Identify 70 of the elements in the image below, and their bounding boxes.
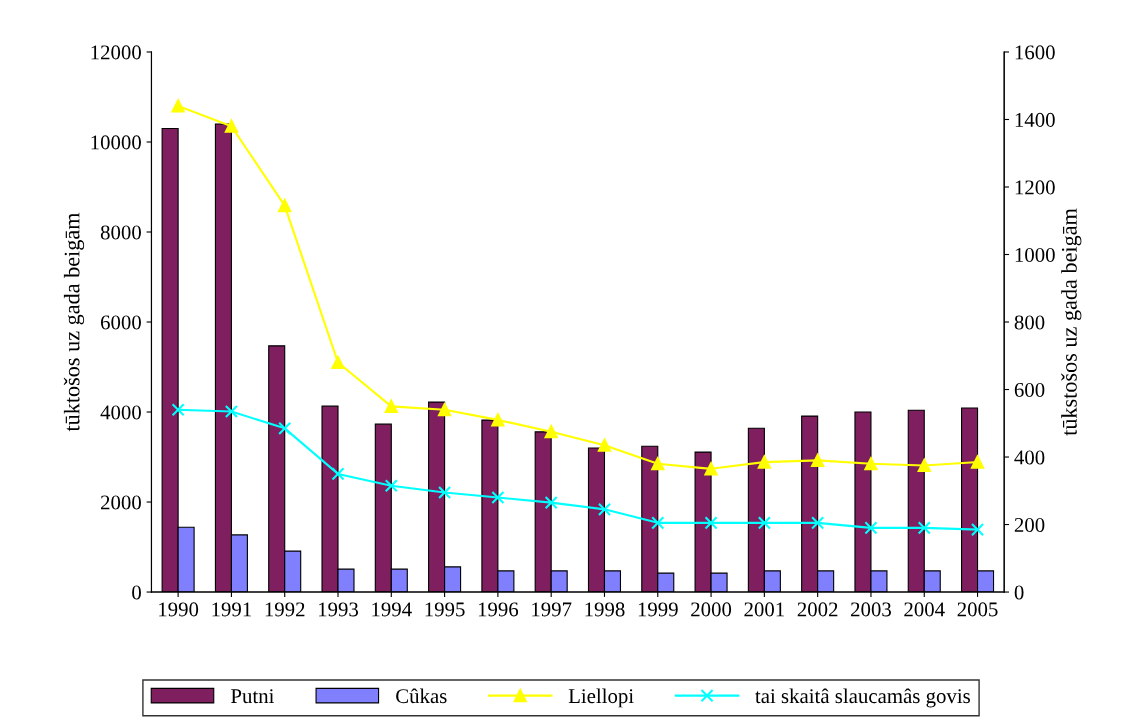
x-tick-label: 1997 <box>532 602 572 617</box>
point <box>491 490 505 505</box>
x-tick-label: 1995 <box>425 602 465 617</box>
x-tick-label: 2004 <box>904 602 945 617</box>
y-tick-label: 8000 <box>100 225 141 240</box>
point <box>278 421 292 435</box>
point <box>224 119 239 133</box>
y-tick-label: 2000 <box>101 495 141 510</box>
point <box>757 455 771 469</box>
point <box>171 403 185 417</box>
point <box>970 523 985 537</box>
x-tick-label: 1999 <box>638 602 678 617</box>
point <box>651 516 665 530</box>
point <box>384 399 398 413</box>
x-tick-label: 2002 <box>797 602 838 617</box>
x-tick-label: 1994 <box>372 602 412 617</box>
y2-tick-label: 200 <box>1014 517 1045 532</box>
point <box>704 516 718 530</box>
y-tick-label: 12000 <box>91 45 141 60</box>
legend-label: Putni <box>231 689 275 704</box>
point <box>811 516 825 530</box>
x-tick-label: 2005 <box>957 602 998 617</box>
y2-tick-label: 1400 <box>1015 112 1055 127</box>
point <box>224 404 239 419</box>
x-tick-label: 2000 <box>691 602 732 617</box>
y-axis-title: tūktošos uz gada beigām <box>63 212 85 432</box>
point <box>864 457 878 471</box>
y2-tick-label: 1600 <box>1015 45 1055 60</box>
point <box>917 458 931 473</box>
point <box>544 425 558 439</box>
y2-tick-label: 0 <box>1014 585 1024 600</box>
legend-label: Cûkas <box>396 688 447 704</box>
y2-axis-title: tūkstošos uz gada beigām <box>1061 208 1082 436</box>
legend-label: Liellopi <box>568 688 634 708</box>
point <box>384 479 398 493</box>
point <box>651 457 665 471</box>
point <box>917 521 931 535</box>
y2-tick-label: 600 <box>1014 382 1045 397</box>
y-tick-label: 0 <box>132 585 141 600</box>
legend-label: tai skaitâ slaucamâs govis <box>755 688 970 708</box>
point <box>278 198 292 213</box>
point <box>491 413 505 427</box>
y-tick-label: 4000 <box>100 405 141 420</box>
point <box>757 516 771 530</box>
point <box>864 521 878 535</box>
y-tick-label: 6000 <box>100 315 141 330</box>
point <box>438 403 452 417</box>
point <box>331 467 345 481</box>
x-tick-label: 1992 <box>265 602 305 617</box>
point <box>544 496 558 510</box>
point <box>331 355 345 370</box>
point <box>438 485 452 500</box>
point <box>970 455 985 469</box>
y-tick-label: 10000 <box>91 135 141 150</box>
x-tick-label: 1996 <box>478 602 519 617</box>
x-tick-label: 1993 <box>319 602 359 617</box>
y2-tick-label: 400 <box>1014 450 1045 465</box>
y2-tick-label: 1200 <box>1015 180 1055 195</box>
x-tick-label: 1998 <box>585 602 625 617</box>
x-tick-label: 2003 <box>851 602 891 617</box>
point <box>597 502 612 516</box>
y2-tick-label: 800 <box>1014 315 1045 330</box>
y2-tick-label: 1000 <box>1015 247 1055 262</box>
point <box>597 438 612 452</box>
point <box>811 453 825 467</box>
x-tick-label: 2001 <box>744 602 784 617</box>
point <box>171 99 185 113</box>
point <box>704 462 718 476</box>
x-tick-label: 1990 <box>159 602 199 617</box>
x-tick-label: 1991 <box>212 602 251 617</box>
